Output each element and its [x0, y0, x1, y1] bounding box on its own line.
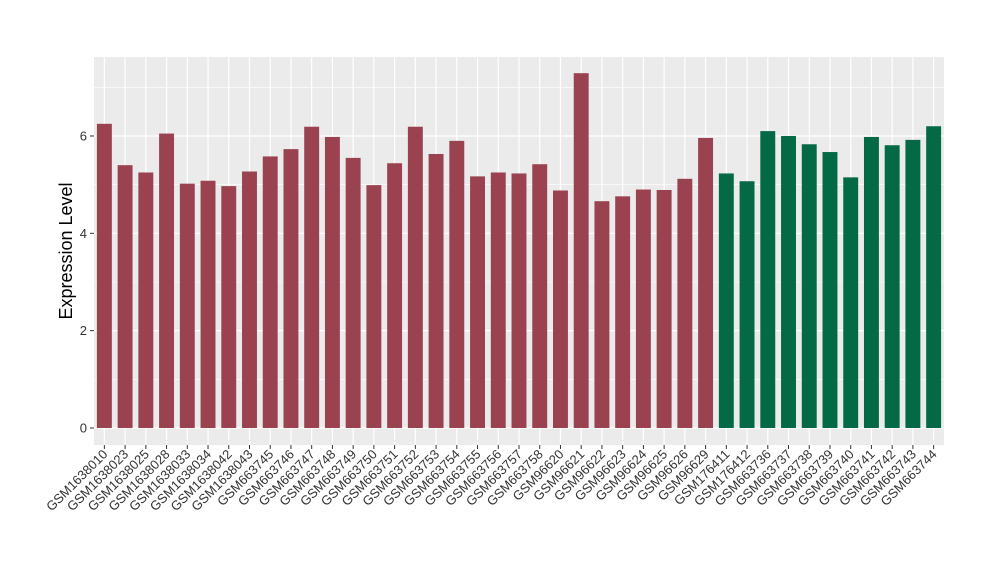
- bar-GSM663743: [905, 139, 921, 428]
- bar-GSM663753: [428, 153, 444, 428]
- bar-GSM96626: [677, 178, 693, 428]
- bar-GSM663754: [449, 140, 465, 429]
- bar-GSM663744: [926, 126, 942, 428]
- bar-GSM663749: [345, 157, 361, 428]
- bar-GSM96621: [573, 73, 589, 428]
- bar-GSM1638025: [138, 172, 154, 428]
- y-axis-title: Expression Level: [56, 182, 76, 319]
- bar-GSM663757: [511, 173, 527, 428]
- bar-GSM1638023: [117, 165, 133, 428]
- bar-GSM1638010: [96, 123, 112, 428]
- y-tick-label: 6: [80, 128, 87, 143]
- bar-GSM663758: [532, 164, 548, 428]
- y-axis: 0 2 4 6: [80, 128, 94, 436]
- bar-GSM176412: [739, 181, 755, 428]
- bar-GSM663750: [366, 185, 382, 428]
- x-axis: GSM1638010GSM1638023GSM1638025GSM1638028…: [43, 445, 940, 514]
- bar-GSM96629: [698, 137, 714, 428]
- bar-GSM663736: [760, 131, 776, 428]
- bar-GSM1638042: [221, 186, 237, 428]
- bar-GSM663742: [884, 145, 900, 428]
- bar-GSM663739: [822, 152, 838, 428]
- bar-GSM663755: [470, 176, 485, 428]
- bar-GSM663738: [801, 144, 817, 428]
- bar-GSM96625: [656, 190, 672, 428]
- bars: [96, 73, 942, 429]
- bar-GSM663752: [407, 126, 423, 428]
- bar-GSM176411: [718, 173, 734, 428]
- bar-GSM96624: [635, 189, 651, 428]
- bar-GSM1638028: [159, 133, 175, 428]
- bar-GSM663746: [283, 149, 299, 428]
- y-tick-label: 0: [80, 421, 87, 436]
- bar-GSM663747: [304, 126, 320, 428]
- bar-GSM663751: [387, 163, 403, 428]
- bar-GSM663756: [490, 172, 506, 428]
- bar-GSM96623: [615, 196, 631, 428]
- bar-GSM663740: [843, 177, 859, 428]
- bar-GSM663741: [863, 136, 879, 428]
- bar-GSM1638043: [242, 171, 257, 428]
- bar-GSM663748: [324, 136, 340, 428]
- bar-GSM96622: [594, 201, 610, 428]
- y-tick-label: 2: [80, 323, 87, 338]
- bar-GSM663745: [262, 156, 278, 429]
- y-tick-label: 4: [80, 226, 87, 241]
- bar-GSM1638034: [200, 180, 216, 428]
- bar-GSM96620: [553, 190, 568, 428]
- bar-GSM663737: [781, 135, 796, 429]
- bar-GSM1638033: [179, 183, 195, 428]
